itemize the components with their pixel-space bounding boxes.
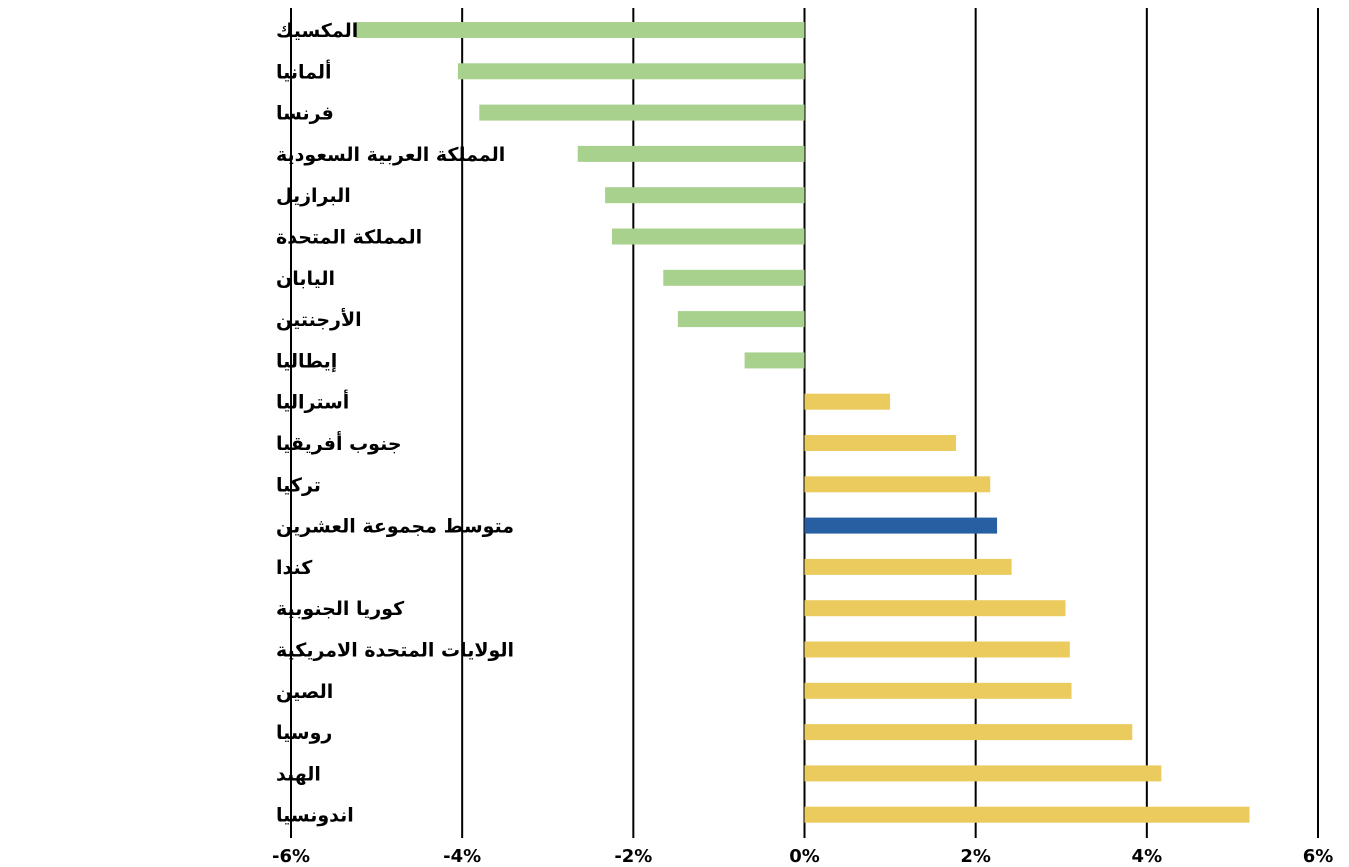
category-label: متوسط مجموعة العشرين — [276, 516, 514, 538]
bar — [804, 641, 1070, 658]
category-label: روسيا — [276, 722, 332, 744]
category-label: ألمانيا — [276, 59, 332, 83]
bar — [355, 22, 805, 38]
x-tick-label: 2% — [960, 846, 991, 867]
category-label: المكسيك — [276, 20, 358, 42]
bar — [804, 393, 891, 410]
category-label: الولايات المتحدة الامريكية — [276, 640, 514, 662]
x-tick-label: 0% — [789, 846, 820, 867]
x-tick-label: -6% — [272, 846, 310, 867]
category-label: فرنسا — [276, 103, 334, 125]
bar — [744, 352, 805, 369]
category-label: المملكة العربية السعودية — [276, 144, 505, 166]
bar — [804, 558, 1012, 575]
bar — [663, 269, 805, 286]
category-label: أستراليا — [276, 390, 349, 414]
category-label: تركيا — [276, 474, 321, 496]
bar — [804, 806, 1250, 823]
category-label: المملكة المتحدة — [276, 227, 422, 249]
bar — [804, 517, 998, 534]
bar — [804, 476, 991, 493]
category-labels: المكسيك ألمانيا فرنسا المملكة العربية السعو… — [276, 20, 514, 827]
x-tick-labels: -6% -4% -2% 0% 2% 4% 6% — [272, 846, 1333, 867]
x-tick-label: -4% — [443, 846, 481, 867]
x-tick-label: -2% — [614, 846, 652, 867]
category-label: الأرجنتين — [276, 308, 362, 331]
bar — [804, 682, 1072, 699]
category-label: إيطاليا — [276, 350, 337, 372]
category-label: جنوب أفريقيا — [276, 431, 402, 455]
category-label: كوريا الجنوبية — [276, 598, 405, 620]
bar — [457, 63, 805, 80]
bar — [605, 187, 805, 204]
gridlines — [290, 8, 1319, 838]
bar — [611, 228, 805, 245]
bar — [677, 311, 805, 328]
category-label: البرازيل — [276, 185, 351, 207]
category-label: اندونسيا — [276, 805, 354, 827]
category-label: الهند — [276, 763, 321, 785]
bar — [804, 765, 1162, 782]
x-tick-label: 6% — [1303, 846, 1334, 867]
bar — [804, 600, 1066, 617]
category-label: اليابان — [276, 268, 335, 290]
category-label: كندا — [276, 557, 313, 579]
bars — [355, 22, 1250, 823]
bar — [804, 724, 1133, 741]
bar — [804, 435, 956, 451]
category-label: الصين — [276, 681, 333, 703]
x-tick-label: 4% — [1132, 846, 1163, 867]
bar — [479, 104, 805, 121]
bar — [577, 145, 805, 162]
